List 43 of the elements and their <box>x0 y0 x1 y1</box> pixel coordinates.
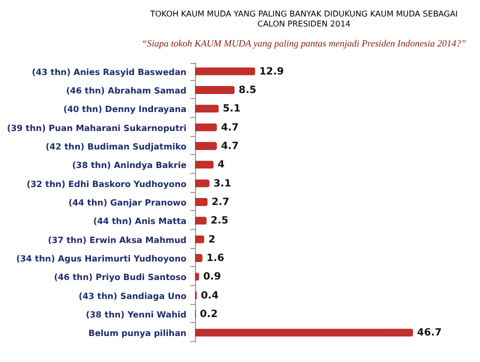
y-tick-label: (46 thn) Priyo Budi Santoso <box>54 273 187 284</box>
y-tick-label: (42 thn) Budiman Sudjatmiko <box>46 142 187 152</box>
bar <box>195 142 217 150</box>
bar <box>195 179 210 188</box>
y-tick-label: (32 thn) Edhi Baskoro Yudhoyono <box>26 180 187 190</box>
y-tick-label: (39 thn) Puan Maharani Sukarnoputri <box>7 124 187 134</box>
chart-subtitle: “Siapa tokoh KAUM MUDA yang paling pantas menjadi Presiden Indonesia 2014?” <box>142 40 466 50</box>
y-tick-label: (38 thn) Yenni Wahid <box>86 310 186 320</box>
bar <box>195 104 219 113</box>
data-label: 12.9 <box>259 66 284 78</box>
data-label: 0.9 <box>203 272 221 283</box>
y-tick-label: (38 thn) Anindya Bakrie <box>72 161 187 172</box>
bar <box>195 67 256 76</box>
data-label: 4.7 <box>220 141 239 152</box>
y-tick-label: (37 thn) Erwin Aksa Mahmud <box>48 236 186 246</box>
y-tick-label: (43 thn) Sandiaga Uno <box>78 292 187 302</box>
bar <box>195 86 235 94</box>
data-label: 3.1 <box>213 178 232 190</box>
data-label: 5.1 <box>222 104 241 115</box>
y-tick-label: (43 thn) Anies Rasyid Baswedan <box>32 68 186 78</box>
bar <box>195 123 217 132</box>
y-tick-label: Belum punya pilihan <box>88 329 186 340</box>
data-label: 4 <box>218 160 225 171</box>
bar <box>195 160 214 169</box>
bar <box>195 198 208 206</box>
chart-title: TOKOH KAUM MUDA YANG PALING BANYAK DIDUKUNG KAUM MUDA SEBAGAI CALON PRESIDEN 2014 <box>149 10 458 28</box>
data-label: 2.5 <box>210 216 228 227</box>
y-tick-label: (44 thn) Ganjar Pranowo <box>68 198 187 208</box>
y-tick-label: (40 thn) Denny Indrayana <box>63 105 187 116</box>
data-label: 2.7 <box>212 197 230 208</box>
y-tick-label: (46 thn) Abraham Samad <box>66 86 186 96</box>
data-label: 8.5 <box>238 85 256 96</box>
bar <box>195 254 202 262</box>
data-label: 46.7 <box>417 328 442 339</box>
data-label: 0.4 <box>200 290 219 302</box>
y-tick-label: (34 thn) Agus Harimurti Yudhoyono <box>16 254 187 264</box>
data-label: 1.6 <box>206 253 224 264</box>
data-label: 2 <box>208 234 216 246</box>
bar <box>195 216 207 225</box>
y-tick-label: (44 thn) Anis Matta <box>93 217 187 228</box>
bar <box>195 328 413 337</box>
data-label: 4.7 <box>220 122 239 134</box>
data-label: 0.2 <box>200 309 218 320</box>
